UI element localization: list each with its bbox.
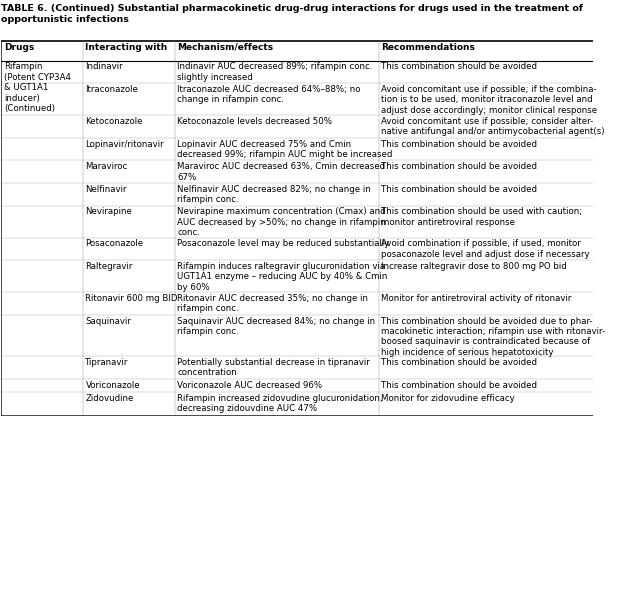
Text: Maraviroc: Maraviroc xyxy=(85,162,128,171)
Text: Zidovudine: Zidovudine xyxy=(85,394,134,403)
Text: Monitor for zidovudine efficacy: Monitor for zidovudine efficacy xyxy=(381,394,515,403)
Text: Nelfinavir: Nelfinavir xyxy=(85,185,127,194)
Text: Drugs: Drugs xyxy=(4,43,34,52)
Text: Lopinavir/ritonavir: Lopinavir/ritonavir xyxy=(85,140,164,148)
Text: Monitor for antiretroviral activity of ritonavir: Monitor for antiretroviral activity of r… xyxy=(381,294,572,303)
Text: Recommendations: Recommendations xyxy=(381,43,475,52)
Text: Rifampin increased zidovudine glucuronidation,
decreasing zidouvdine AUC 47%: Rifampin increased zidovudine glucuronid… xyxy=(177,394,383,413)
Text: Ketoconazole levels decreased 50%: Ketoconazole levels decreased 50% xyxy=(177,117,332,126)
Text: Avoid concomitant use if possible; consider alter-
native antifungal and/or anti: Avoid concomitant use if possible; consi… xyxy=(381,117,605,137)
Text: This combination should be avoided: This combination should be avoided xyxy=(381,185,537,194)
Text: This combination should be avoided: This combination should be avoided xyxy=(381,162,537,171)
Text: Avoid combination if possible, if used, monitor
posaconazole level and adjust do: Avoid combination if possible, if used, … xyxy=(381,239,590,259)
Text: Raltegravir: Raltegravir xyxy=(85,262,133,271)
Text: Ketoconazole: Ketoconazole xyxy=(85,117,143,126)
Text: Ritonavir 600 mg BID: Ritonavir 600 mg BID xyxy=(85,294,178,303)
Text: Tipranavir: Tipranavir xyxy=(85,358,129,367)
Text: Posaconazole: Posaconazole xyxy=(85,239,144,248)
Text: Potentially substantial decrease in tipranavir
concentration: Potentially substantial decrease in tipr… xyxy=(177,358,370,378)
Text: This combination should be avoided due to phar-
macokinetic interaction; rifampi: This combination should be avoided due t… xyxy=(381,316,606,357)
Text: Indinavir AUC decreased 89%; rifampin conc.
slightly increased: Indinavir AUC decreased 89%; rifampin co… xyxy=(177,63,372,82)
Text: This combination should be avoided: This combination should be avoided xyxy=(381,358,537,367)
Text: This combination should be avoided: This combination should be avoided xyxy=(381,140,537,148)
Text: This combination should be avoided: This combination should be avoided xyxy=(381,381,537,390)
Text: This combination should be used with caution;
monitor antiretroviral response: This combination should be used with cau… xyxy=(381,207,583,227)
Text: Itraconazole: Itraconazole xyxy=(85,85,138,94)
Text: Voriconazole AUC decreased 96%: Voriconazole AUC decreased 96% xyxy=(177,381,322,390)
Text: Saquinavir AUC decreased 84%; no change in
rifampin conc.: Saquinavir AUC decreased 84%; no change … xyxy=(177,316,376,336)
Text: Lopinavir AUC decreased 75% and Cmin
decreased 99%; rifampin AUC might be increa: Lopinavir AUC decreased 75% and Cmin dec… xyxy=(177,140,392,159)
Text: Ritonavir AUC decreased 35%; no change in
rifampin conc.: Ritonavir AUC decreased 35%; no change i… xyxy=(177,294,368,313)
Text: Nevirapine maximum concentration (Cmax) and
AUC decreased by >50%; no change in : Nevirapine maximum concentration (Cmax) … xyxy=(177,207,386,237)
Text: Interacting with: Interacting with xyxy=(85,43,168,52)
Text: Rifampin
(Potent CYP3A4
& UGT1A1
inducer)
(Continued): Rifampin (Potent CYP3A4 & UGT1A1 inducer… xyxy=(4,63,71,113)
Text: Mechanism/effects: Mechanism/effects xyxy=(177,43,273,52)
Text: Maraviroc AUC decreased 63%, Cmin decreased
67%: Maraviroc AUC decreased 63%, Cmin decrea… xyxy=(177,162,385,181)
Text: Nelfinavir AUC decreased 82%; no change in
rifampin conc.: Nelfinavir AUC decreased 82%; no change … xyxy=(177,185,371,204)
Text: Avoid concomitant use if possible; if the combina-
tion is to be used, monitor i: Avoid concomitant use if possible; if th… xyxy=(381,85,597,115)
Text: Increase raltegravir dose to 800 mg PO bid: Increase raltegravir dose to 800 mg PO b… xyxy=(381,262,567,271)
Text: Nevirapine: Nevirapine xyxy=(85,207,132,216)
Text: Saquinavir: Saquinavir xyxy=(85,316,131,326)
Text: Rifampin induces raltegravir glucuronidation via
UGT1A1 enzyme – reducing AUC by: Rifampin induces raltegravir glucuronida… xyxy=(177,262,388,292)
Text: Indinavir: Indinavir xyxy=(85,63,123,71)
Text: Posaconazole level may be reduced substantially: Posaconazole level may be reduced substa… xyxy=(177,239,390,248)
Text: This combination should be avoided: This combination should be avoided xyxy=(381,63,537,71)
Text: Voriconazole: Voriconazole xyxy=(85,381,140,390)
Text: TABLE 6. (Continued) Substantial pharmacokinetic drug-drug interactions for drug: TABLE 6. (Continued) Substantial pharmac… xyxy=(1,4,583,24)
Text: Itraconazole AUC decreased 64%–88%; no
change in rifampin conc.: Itraconazole AUC decreased 64%–88%; no c… xyxy=(177,85,361,104)
